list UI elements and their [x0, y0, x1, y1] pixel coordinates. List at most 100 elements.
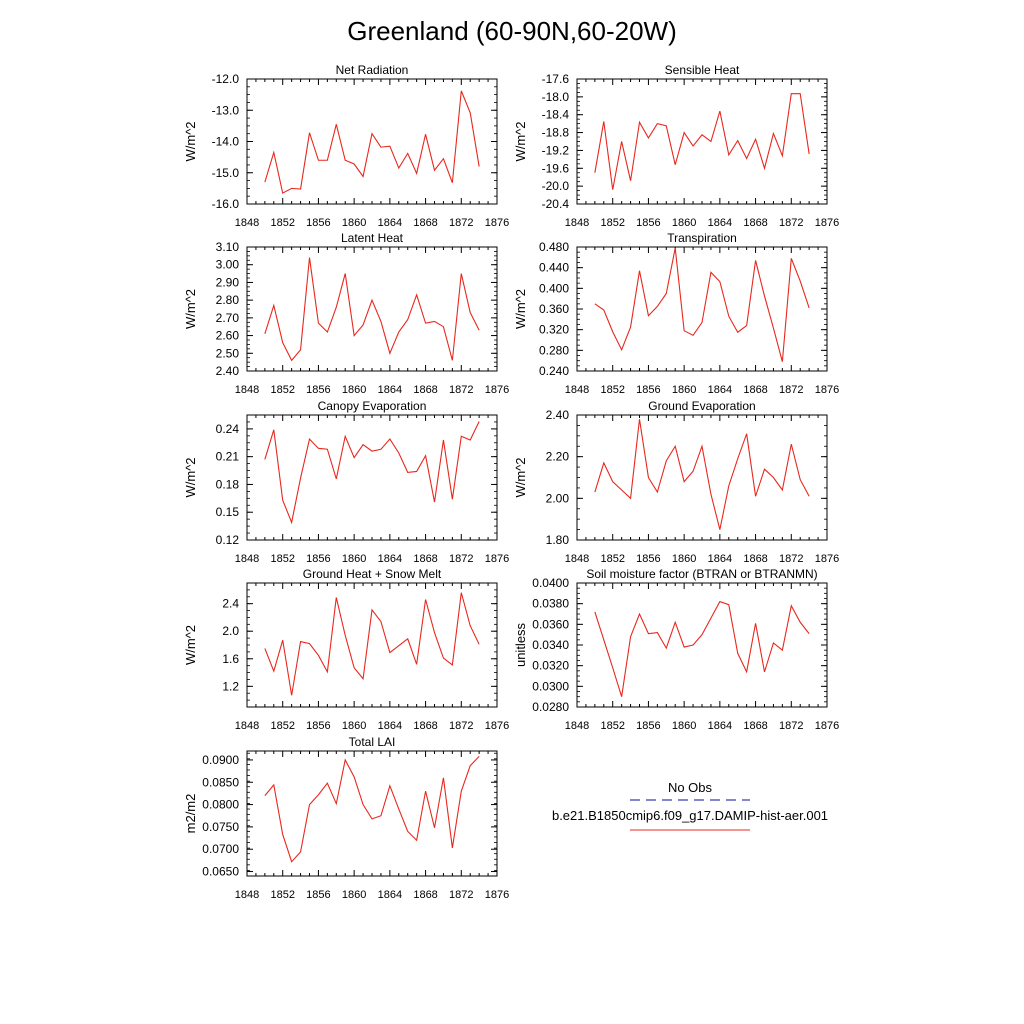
- x-tick-label: 1864: [378, 384, 402, 396]
- y-tick-label: 1.80: [546, 533, 570, 547]
- y-tick-label: 1.2: [222, 679, 239, 693]
- x-tick-label: 1864: [378, 217, 402, 229]
- y-tick-label: 2.4: [222, 597, 239, 611]
- y-tick-label: -20.0: [542, 179, 570, 193]
- y-tick-label: 2.40: [546, 408, 570, 422]
- x-tick-label: 1860: [672, 553, 696, 565]
- x-tick-label: 1848: [565, 384, 589, 396]
- plot-frame: [246, 750, 498, 877]
- plot-frame: [576, 246, 828, 372]
- plot-frame: [246, 582, 498, 708]
- panel-1: Net Radiation W/m^2 1848 1852 1856 1860 1864 18…: [183, 63, 509, 229]
- x-tick-label: 1872: [449, 384, 473, 396]
- x-tick-label: 1852: [270, 553, 294, 565]
- x-tick-label: 1856: [636, 553, 660, 565]
- x-tick-label: 1860: [672, 720, 696, 732]
- x-tick-label: 1864: [378, 553, 402, 565]
- y-tick-label: -12.0: [212, 72, 240, 86]
- x-tick-label: 1860: [342, 217, 366, 229]
- plot-frame: [576, 78, 828, 205]
- legend: No Obs b.e21.B1850cmip6.f09_g17.DAMIP-hi…: [552, 780, 828, 831]
- y-tick-label: 0.0700: [202, 842, 239, 856]
- y-tick-label: -18.0: [542, 90, 570, 104]
- x-tick-label: 1860: [342, 720, 366, 732]
- panel-title: Ground Evaporation: [648, 399, 755, 413]
- x-tick-label: 1868: [413, 889, 437, 901]
- x-tick-label: 1856: [636, 720, 660, 732]
- x-tick-label: 1852: [600, 384, 624, 396]
- x-tick-label: 1856: [306, 889, 330, 901]
- panel-3: Latent Heat W/m^2 1848 1852 1856 1860 1864 1868…: [183, 231, 509, 396]
- panel-title: Soil moisture factor (BTRAN or BTRANMN): [586, 567, 817, 581]
- x-tick-label: 1852: [270, 889, 294, 901]
- y-tick-label: 0.0650: [202, 865, 239, 879]
- y-tick-label: 0.360: [539, 302, 569, 316]
- y-axis-label: unitless: [513, 622, 528, 667]
- x-tick-label: 1868: [743, 217, 767, 229]
- y-axis-label: W/m^2: [513, 457, 528, 497]
- series-line: [264, 421, 480, 525]
- x-tick-label: 1868: [413, 217, 437, 229]
- x-tick-label: 1852: [600, 553, 624, 565]
- plot-frame: [576, 414, 828, 541]
- y-tick-label: 0.0400: [532, 576, 569, 590]
- y-axis-label: W/m^2: [513, 121, 528, 161]
- x-tick-label: 1848: [235, 217, 259, 229]
- y-tick-label: -14.0: [212, 135, 240, 149]
- plot-frame: [246, 78, 498, 205]
- x-tick-label: 1876: [485, 889, 509, 901]
- x-tick-label: 1864: [708, 384, 732, 396]
- x-tick-label: 1876: [815, 217, 839, 229]
- panel-4: Transpiration W/m^2 1848 1852 1856 1860 1864 18…: [513, 231, 839, 396]
- y-tick-label: 0.0380: [532, 597, 569, 611]
- y-tick-label: 0.0800: [202, 798, 239, 812]
- y-tick-label: -13.0: [212, 103, 240, 117]
- panel-title: Net Radiation: [336, 63, 409, 77]
- panel-7: Ground Heat + Snow Melt W/m^2 1848 1852 1856…: [183, 567, 509, 732]
- panel-title: Sensible Heat: [665, 63, 740, 77]
- y-tick-label: 2.80: [216, 293, 240, 307]
- panel-6: Ground Evaporation W/m^2 1848 1852 1856 1860 1…: [513, 399, 839, 565]
- x-tick-label: 1868: [413, 553, 437, 565]
- x-tick-label: 1860: [342, 889, 366, 901]
- legend-label-no-obs: No Obs: [668, 780, 713, 795]
- y-axis-label: W/m^2: [183, 457, 198, 497]
- x-tick-label: 1864: [708, 217, 732, 229]
- panel-8: Soil moisture factor (BTRAN or BTRANMN) u…: [513, 567, 839, 732]
- plot-frame: [246, 414, 498, 541]
- y-axis-label: W/m^2: [183, 121, 198, 161]
- y-tick-label: 2.70: [216, 311, 240, 325]
- y-tick-label: 2.20: [546, 450, 570, 464]
- panel-5: Canopy Evaporation W/m^2 1848 1852 1856 1860 1…: [183, 399, 509, 565]
- series-line: [264, 592, 480, 696]
- series-line: [594, 600, 810, 697]
- x-tick-label: 1868: [743, 720, 767, 732]
- x-tick-label: 1864: [708, 720, 732, 732]
- y-tick-label: 0.0320: [532, 659, 569, 673]
- y-tick-label: 0.18: [216, 477, 240, 491]
- y-tick-label: -19.6: [542, 161, 570, 175]
- y-tick-label: 0.480: [539, 240, 569, 254]
- x-tick-label: 1876: [485, 217, 509, 229]
- x-tick-label: 1872: [779, 553, 803, 565]
- y-tick-label: -18.8: [542, 126, 570, 140]
- x-tick-label: 1848: [565, 553, 589, 565]
- x-tick-label: 1876: [485, 720, 509, 732]
- x-tick-label: 1868: [413, 720, 437, 732]
- y-tick-label: 1.6: [222, 652, 239, 666]
- x-tick-label: 1848: [235, 720, 259, 732]
- x-tick-label: 1860: [342, 384, 366, 396]
- y-tick-label: 0.0280: [532, 700, 569, 714]
- series-line: [594, 419, 810, 530]
- y-tick-label: 0.280: [539, 343, 569, 357]
- y-tick-label: 3.00: [216, 258, 240, 272]
- x-tick-label: 1856: [636, 384, 660, 396]
- y-axis-label: W/m^2: [183, 289, 198, 329]
- x-tick-label: 1856: [636, 217, 660, 229]
- panel-title: Transpiration: [667, 231, 737, 245]
- y-axis-label: m2/m2: [183, 794, 198, 834]
- x-tick-label: 1860: [672, 217, 696, 229]
- x-tick-label: 1872: [779, 217, 803, 229]
- x-tick-label: 1876: [485, 553, 509, 565]
- y-tick-label: 0.24: [216, 422, 240, 436]
